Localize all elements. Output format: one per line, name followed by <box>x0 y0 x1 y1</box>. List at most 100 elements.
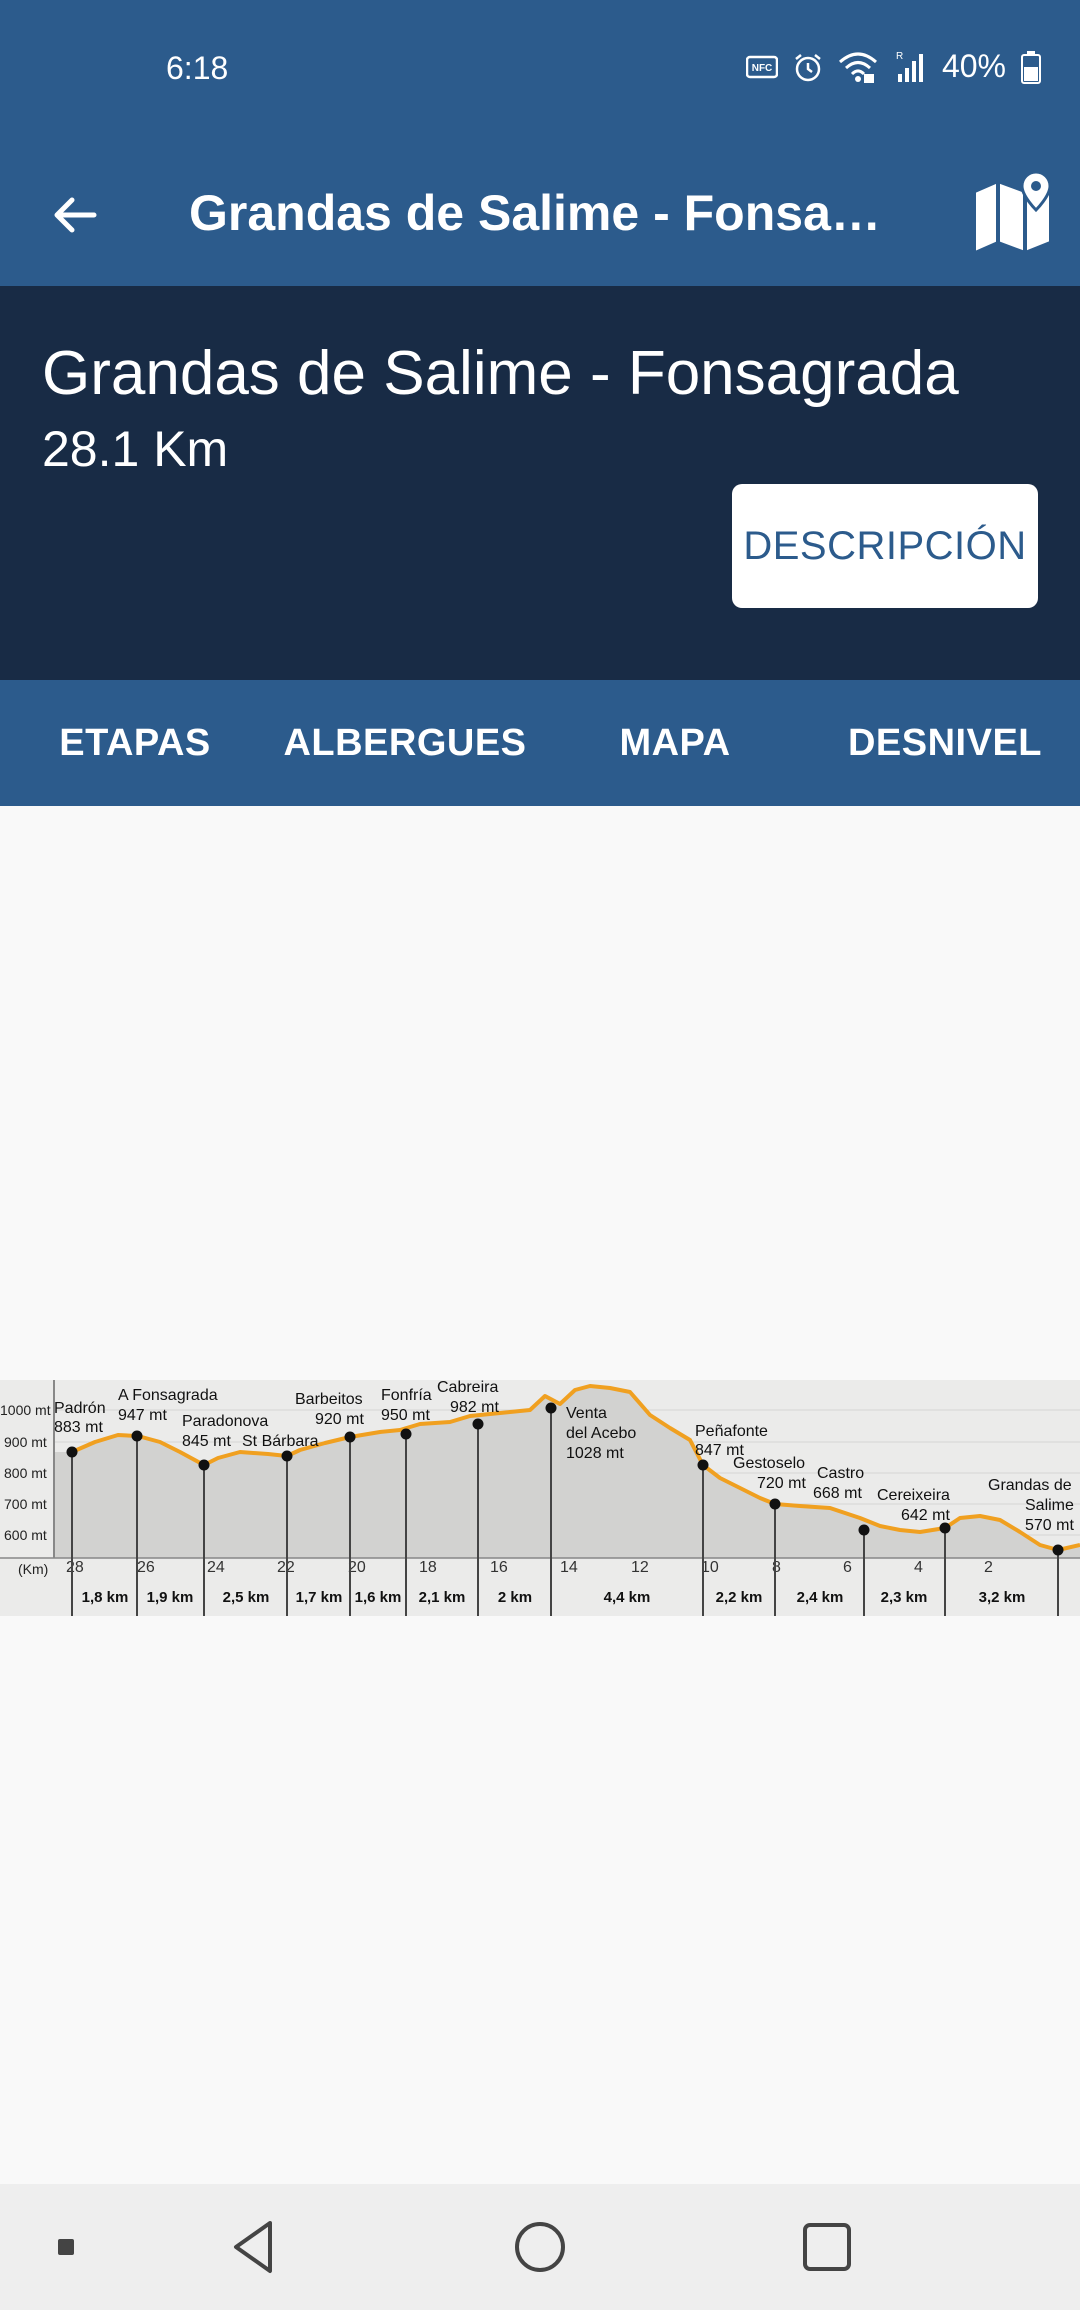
battery-icon <box>1021 50 1041 84</box>
stop-dot <box>198 1459 210 1471</box>
segment-distance: 4,4 km <box>604 1589 651 1606</box>
back-nav-button[interactable] <box>193 2184 313 2310</box>
place-alt: 847 mt <box>695 1442 744 1459</box>
tab-etapas[interactable]: ETAPAS <box>59 721 211 764</box>
battery-percent: 40% <box>941 48 1006 84</box>
km-unit-label: (Km) <box>18 1561 48 1577</box>
segment-distance: 1,9 km <box>147 1589 194 1606</box>
stop-dot <box>697 1459 709 1471</box>
place-name: Fonfría <box>381 1387 432 1404</box>
place-name-2: Salime <box>1025 1497 1074 1514</box>
place-labels: Padrón 883 mt A Fonsagrada 947 mt Parado… <box>54 1380 1074 1534</box>
km-tick: 26 <box>137 1559 155 1576</box>
km-tick: 24 <box>207 1559 225 1576</box>
stop-dot <box>858 1524 870 1536</box>
segment-distance: 3,2 km <box>979 1589 1026 1606</box>
km-tick: 6 <box>843 1559 852 1576</box>
segment-distance: 2,4 km <box>797 1589 844 1606</box>
km-tick: 2 <box>984 1559 993 1576</box>
y-label: 800 mt <box>4 1465 47 1481</box>
place-name: Cereixeira <box>877 1487 950 1504</box>
km-ticks: 28 26 24 22 20 18 16 14 12 10 8 6 4 2 <box>66 1559 993 1576</box>
stop-dot <box>344 1431 356 1443</box>
system-nav-bar <box>0 2184 1080 2310</box>
stop-dot <box>472 1418 484 1430</box>
place-name: Venta <box>566 1405 607 1422</box>
recents-nav-button[interactable] <box>767 2184 887 2310</box>
app-title: Grandas de Salime - Fonsagr… <box>189 185 909 241</box>
km-tick: 22 <box>277 1559 295 1576</box>
tab-mapa[interactable]: MAPA <box>619 721 731 764</box>
elevation-profile: 1000 mt 900 mt 800 mt 700 mt 600 mt (Km)… <box>0 1380 1080 1616</box>
segment-distance: 2,5 km <box>223 1589 270 1606</box>
svg-text:R: R <box>896 51 903 62</box>
stop-dot <box>131 1430 143 1442</box>
stop-dot <box>66 1446 78 1458</box>
km-tick: 10 <box>701 1559 719 1576</box>
place-alt: 668 mt <box>813 1485 862 1502</box>
route-distance: 28.1 Km <box>42 421 229 477</box>
app-bar: Grandas de Salime - Fonsagr… <box>0 140 1080 286</box>
content-area: 1000 mt 900 mt 800 mt 700 mt 600 mt (Km)… <box>0 806 1080 2184</box>
map-pin-icon <box>974 170 1052 254</box>
place-name: A Fonsagrada <box>118 1387 218 1404</box>
stop-dot <box>769 1498 781 1510</box>
stop-dot <box>400 1428 412 1440</box>
home-nav-button[interactable] <box>480 2184 600 2310</box>
place-name: St Bárbara <box>242 1433 319 1450</box>
map-button[interactable] <box>970 170 1060 260</box>
place-name: Barbeitos <box>295 1391 363 1408</box>
segment-labels: 1,8 km 1,9 km 2,5 km 1,7 km 1,6 km 2,1 k… <box>82 1589 1026 1606</box>
y-axis-labels: 1000 mt 900 mt 800 mt 700 mt 600 mt (Km) <box>0 1402 51 1577</box>
place-alt: 845 mt <box>182 1433 231 1450</box>
elevation-line <box>71 1384 1080 1552</box>
stop-dot <box>939 1522 951 1534</box>
km-tick: 8 <box>772 1559 781 1576</box>
place-name: Padrón <box>54 1400 106 1417</box>
km-tick: 16 <box>490 1559 508 1576</box>
km-tick: 18 <box>419 1559 437 1576</box>
segment-distance: 2,1 km <box>419 1589 466 1606</box>
alarm-icon <box>795 53 821 81</box>
nfc-icon: NFC <box>745 55 778 78</box>
place-alt: 1028 mt <box>566 1445 624 1462</box>
elevation-fill <box>54 1386 1080 1558</box>
segment-distance: 2,3 km <box>881 1589 928 1606</box>
place-alt: 720 mt <box>757 1475 806 1492</box>
km-tick: 14 <box>560 1559 578 1576</box>
place-name: Gestoselo <box>733 1455 805 1472</box>
signal-icon: R <box>896 51 923 82</box>
svg-text:NFC: NFC <box>752 63 773 74</box>
place-name: Peñafonte <box>695 1423 768 1440</box>
place-alt: 642 mt <box>901 1507 950 1524</box>
back-triangle-icon <box>234 2221 272 2273</box>
place-alt: 950 mt <box>381 1407 430 1424</box>
place-alt: 947 mt <box>118 1407 167 1424</box>
stop-dot <box>545 1402 557 1414</box>
place-alt: 883 mt <box>54 1419 103 1436</box>
tab-albergues[interactable]: ALBERGUES <box>283 721 527 764</box>
status-time: 6:18 <box>166 50 229 86</box>
tab-desnivel[interactable]: DESNIVEL <box>847 721 1043 764</box>
status-bar: 6:18 NFC R 40% <box>0 0 1080 140</box>
home-circle-icon <box>515 2222 565 2272</box>
wifi-icon <box>838 52 877 83</box>
place-name-2: del Acebo <box>566 1425 636 1442</box>
place-alt: 920 mt <box>315 1411 364 1428</box>
place-name: Cabreira <box>437 1380 498 1396</box>
description-button[interactable]: DESCRIPCIÓN <box>732 484 1038 608</box>
menu-dot-button[interactable] <box>6 2184 126 2310</box>
segment-distance: 1,7 km <box>296 1589 343 1606</box>
back-button[interactable] <box>40 180 110 250</box>
place-alt: 570 mt <box>1025 1517 1074 1534</box>
y-label: 700 mt <box>4 1496 47 1512</box>
stop-dot <box>1052 1544 1064 1556</box>
y-label: 900 mt <box>4 1434 47 1450</box>
status-icons: NFC R 40% <box>745 48 1042 85</box>
km-tick: 4 <box>914 1559 923 1576</box>
route-header: Grandas de Salime - Fonsagrada 28.1 Km D… <box>0 286 1080 680</box>
stop-dot <box>281 1450 293 1462</box>
y-label: 1000 mt <box>0 1402 51 1418</box>
recents-square-icon <box>803 2223 851 2271</box>
place-name: Paradonova <box>182 1413 268 1430</box>
